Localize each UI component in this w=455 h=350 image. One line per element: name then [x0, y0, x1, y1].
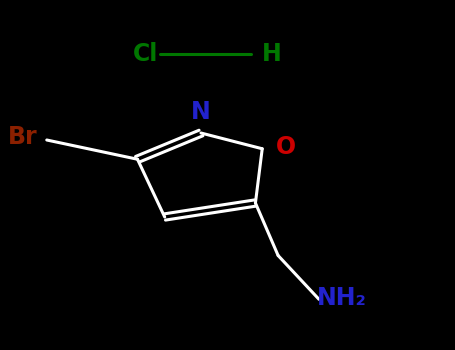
Text: H: H	[262, 42, 282, 66]
Text: Cl: Cl	[132, 42, 158, 66]
Text: Br: Br	[8, 125, 38, 149]
Text: NH₂: NH₂	[317, 286, 367, 310]
Text: O: O	[276, 135, 296, 159]
Text: N: N	[191, 100, 211, 124]
